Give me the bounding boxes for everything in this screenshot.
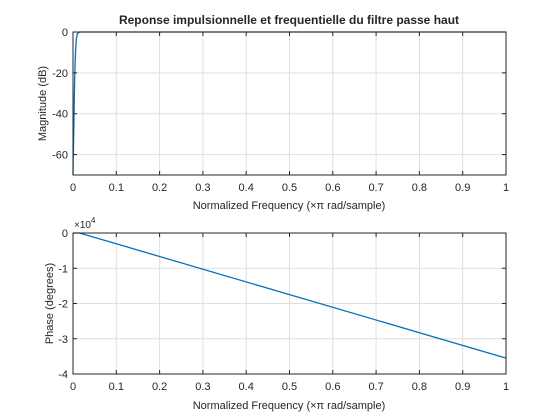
phase-x-tick-label: 0.6 <box>325 381 340 393</box>
phase-y-tick-label: -2 <box>58 299 68 311</box>
phase-y-tick-label: -4 <box>58 369 68 381</box>
magnitude-x-tick-label: 0.1 <box>109 182 124 194</box>
phase-x-tick-label: 0.5 <box>282 381 297 393</box>
phase-ticks: 0 0.1 0.2 0.3 0.4 0.5 0.6 0.7 0.8 0.9 1 0 -1 -2 -3 -4 <box>58 228 509 393</box>
magnitude-plot: 0 0.1 0.2 0.3 0.4 0.5 0.6 0.7 0.8 0.9 10-20-40-60 … <box>37 27 509 212</box>
magnitude-x-tick-label: 1 <box>503 182 509 194</box>
phase-x-tick-label: 0.1 <box>109 381 124 393</box>
phase-y-multiplier-base: ×10 <box>74 220 91 231</box>
magnitude-y-tick-label: -60 <box>52 150 68 162</box>
magnitude-x-tick-label: 0.7 <box>368 182 383 194</box>
phase-plot: 0 0.1 0.2 0.3 0.4 0.5 0.6 0.7 0.8 0.9 1 0 -1 -2 -3 -4 ×… <box>44 216 509 412</box>
phase-y-multiplier-exponent: 4 <box>91 216 96 225</box>
magnitude-x-tick-label: 0.3 <box>195 182 210 194</box>
magnitude-x-tick-label: 0.8 <box>412 182 427 194</box>
phase-x-tick-label: 0.2 <box>152 381 167 393</box>
phase-y-axis-label: Phase (degrees) <box>44 263 56 344</box>
magnitude-x-axis-label: Normalized Frequency (×π rad/sample) <box>193 200 386 212</box>
magnitude-ticks: 0 0.1 0.2 0.3 0.4 0.5 0.6 0.7 0.8 0.9 1 0 -20 -40 -60 <box>52 27 509 194</box>
phase-x-tick-label: 1 <box>503 381 509 393</box>
phase-x-tick-label: 0.4 <box>239 381 254 393</box>
magnitude-y-tick-label: -40 <box>52 109 68 121</box>
magnitude-x-tick-label: 0.5 <box>282 182 297 194</box>
phase-y-tick-label: -3 <box>58 334 68 346</box>
phase-x-axis-label: Normalized Frequency (×π rad/sample) <box>193 400 386 412</box>
magnitude-x-tick-label: 0.2 <box>152 182 167 194</box>
magnitude-x-tick-label: 0.4 <box>239 182 254 194</box>
phase-x-tick-label: 0.3 <box>195 381 210 393</box>
magnitude-x-tick-label: 0.9 <box>455 182 470 194</box>
magnitude-x-tick-label: 0.6 <box>325 182 340 194</box>
phase-y-tick-label: -1 <box>58 263 68 275</box>
chart-title: Reponse impulsionnelle et frequentielle … <box>119 13 459 27</box>
magnitude-x-tick-label: 0 <box>70 182 76 194</box>
phase-y-tick-label: 0 <box>62 228 68 240</box>
magnitude-frame <box>72 31 507 176</box>
phase-frame <box>72 232 507 375</box>
magnitude-y-axis-label: Magnitude (dB) <box>37 66 49 141</box>
phase-x-tick-label: 0.8 <box>412 381 427 393</box>
magnitude-y-tick-label: 0 <box>62 27 68 39</box>
phase-x-tick-label: 0 <box>70 381 76 393</box>
magnitude-y-tick-label: -20 <box>52 68 68 80</box>
phase-y-multiplier: ×104 <box>74 216 96 231</box>
phase-x-tick-label: 0.9 <box>455 381 470 393</box>
phase-x-tick-label: 0.7 <box>368 381 383 393</box>
